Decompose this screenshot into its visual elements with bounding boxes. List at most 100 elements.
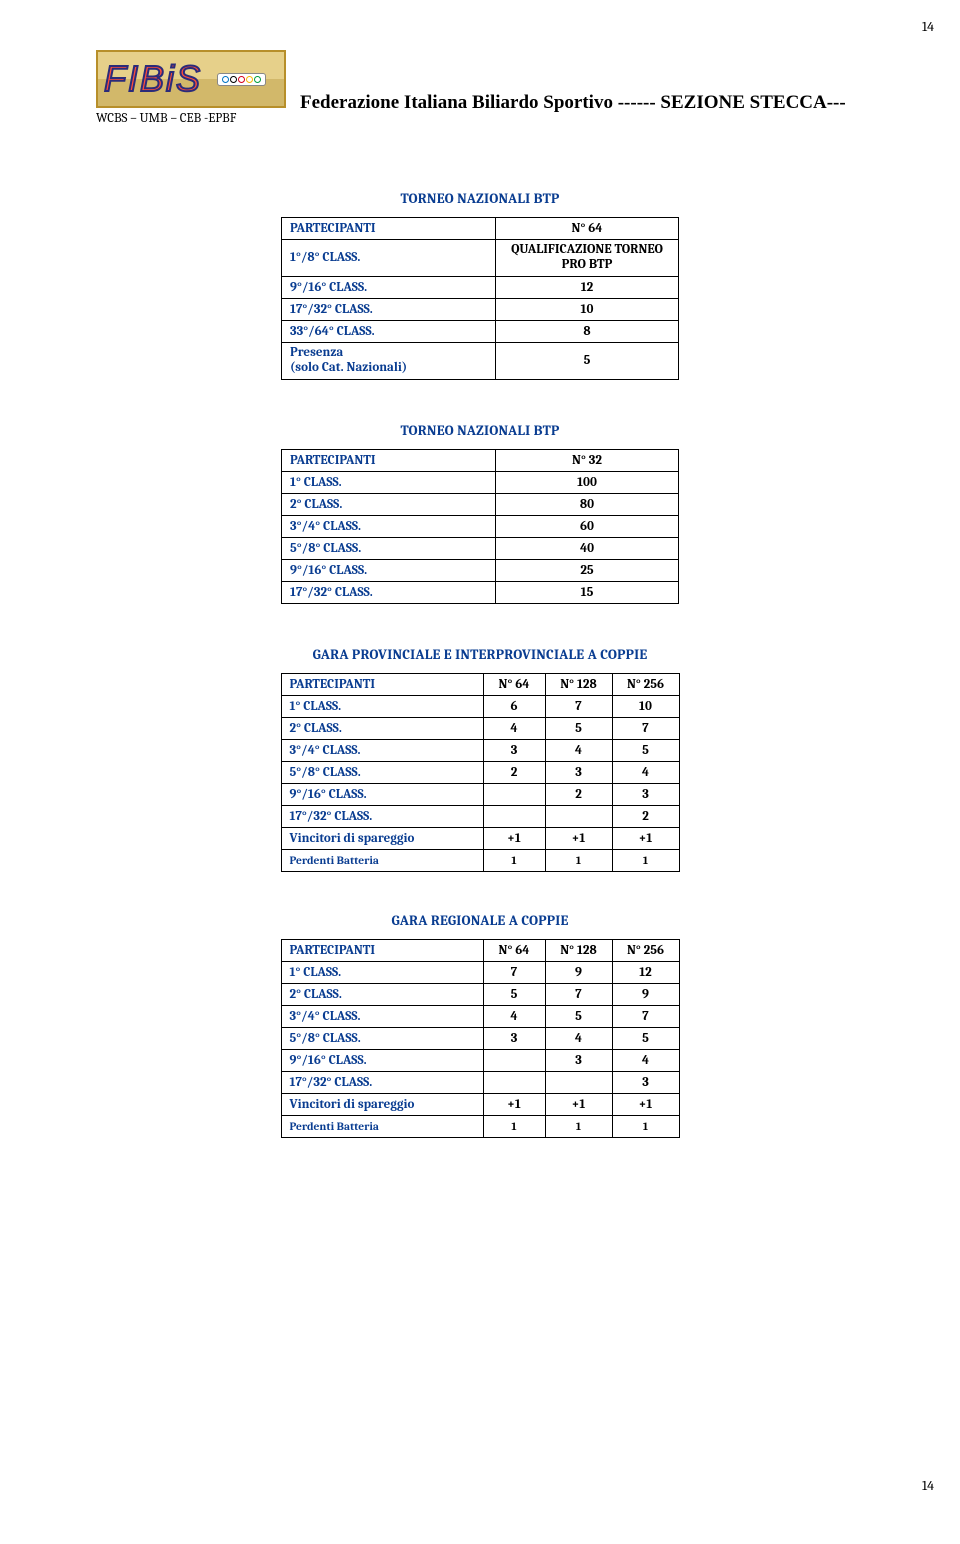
row-value: 7 xyxy=(545,983,612,1005)
row-value: +1 xyxy=(545,1093,612,1115)
row-label: 2° CLASS. xyxy=(281,983,483,1005)
row-value: 3 xyxy=(545,761,612,783)
row-value: 4 xyxy=(545,1027,612,1049)
table-row: 1° CLASS.7912 xyxy=(281,961,679,983)
row-value: 2 xyxy=(612,805,679,827)
table-row: 17°/32° CLASS.15 xyxy=(282,581,679,603)
row-value: 5 xyxy=(545,717,612,739)
row-value xyxy=(545,805,612,827)
row-value: 1 xyxy=(612,1115,679,1137)
row-label: 1°/8° CLASS. xyxy=(282,240,496,277)
table-row: PARTECIPANTIN° 64 xyxy=(282,218,679,240)
row-label: 3°/4° CLASS. xyxy=(281,739,483,761)
row-label: 5°/8° CLASS. xyxy=(282,537,496,559)
row-value: +1 xyxy=(483,827,545,849)
content: TORNEO NAZIONALI BTP PARTECIPANTIN° 641°… xyxy=(96,190,864,1138)
row-label: 9°/16° CLASS. xyxy=(281,1049,483,1071)
row-value xyxy=(483,1049,545,1071)
row-value: 4 xyxy=(612,1049,679,1071)
table-row: 2° CLASS.579 xyxy=(281,983,679,1005)
table-row: 17°/32° CLASS.2 xyxy=(281,805,679,827)
row-value: 3 xyxy=(612,783,679,805)
table-row: 1° CLASS.6710 xyxy=(281,695,679,717)
row-value: 8 xyxy=(496,320,679,342)
row-value: 1 xyxy=(483,849,545,871)
row-label: Perdenti Batteria xyxy=(281,849,483,871)
row-label: 2° CLASS. xyxy=(282,493,496,515)
row-value: 40 xyxy=(496,537,679,559)
row-value: 3 xyxy=(545,1049,612,1071)
row-value: 5 xyxy=(612,739,679,761)
row-value xyxy=(483,805,545,827)
table4: PARTECIPANTIN° 64N° 128N° 2561° CLASS.79… xyxy=(281,939,680,1138)
row-value: N° 32 xyxy=(496,449,679,471)
table4-title: GARA REGIONALE A COPPIE xyxy=(96,912,864,929)
row-value: 5 xyxy=(545,1005,612,1027)
row-value: 5 xyxy=(612,1027,679,1049)
ring-icon xyxy=(222,76,229,83)
table-row: Presenza(solo Cat. Nazionali)5 xyxy=(282,342,679,379)
row-value: +1 xyxy=(612,1093,679,1115)
row-value: 5 xyxy=(483,983,545,1005)
row-label: 3°/4° CLASS. xyxy=(282,515,496,537)
fibis-logo: FIBiS xyxy=(96,50,286,108)
row-value: 3 xyxy=(483,739,545,761)
header-cell: PARTECIPANTI xyxy=(281,939,483,961)
table-row: 9°/16° CLASS.23 xyxy=(281,783,679,805)
table-row: 1°/8° CLASS.QUALIFICAZIONE TORNEO PRO BT… xyxy=(282,240,679,277)
table1-title: TORNEO NAZIONALI BTP xyxy=(96,190,864,207)
header-cell: N° 64 xyxy=(483,939,545,961)
table-row: 2° CLASS.457 xyxy=(281,717,679,739)
row-value: 60 xyxy=(496,515,679,537)
row-value: 25 xyxy=(496,559,679,581)
row-value: 80 xyxy=(496,493,679,515)
row-label: 1° CLASS. xyxy=(282,471,496,493)
row-value: 10 xyxy=(612,695,679,717)
logo-block: FIBiS WCBS – UMB – CEB -EPBF xyxy=(96,50,286,126)
row-value: 100 xyxy=(496,471,679,493)
row-value: 3 xyxy=(483,1027,545,1049)
olympic-rings-icon xyxy=(217,73,266,86)
row-label: 5°/8° CLASS. xyxy=(281,761,483,783)
row-value: 12 xyxy=(612,961,679,983)
row-value: 12 xyxy=(496,276,679,298)
table-row: 2° CLASS.80 xyxy=(282,493,679,515)
row-label: 3°/4° CLASS. xyxy=(281,1005,483,1027)
row-label: 2° CLASS. xyxy=(281,717,483,739)
row-label: PARTECIPANTI xyxy=(282,218,496,240)
header-cell: N° 256 xyxy=(612,673,679,695)
row-label: 17°/32° CLASS. xyxy=(282,298,496,320)
row-value: 3 xyxy=(612,1071,679,1093)
row-value: 2 xyxy=(545,783,612,805)
row-value: N° 64 xyxy=(496,218,679,240)
table-row: 33°/64° CLASS.8 xyxy=(282,320,679,342)
row-label: PARTECIPANTI xyxy=(282,449,496,471)
table2-title: TORNEO NAZIONALI BTP xyxy=(96,422,864,439)
ring-icon xyxy=(254,76,261,83)
logo-text: FIBiS xyxy=(104,58,202,100)
row-label: 5°/8° CLASS. xyxy=(281,1027,483,1049)
row-value: 1 xyxy=(612,849,679,871)
row-value: 10 xyxy=(496,298,679,320)
row-value: 2 xyxy=(483,761,545,783)
row-value xyxy=(483,783,545,805)
row-value xyxy=(483,1071,545,1093)
table1: PARTECIPANTIN° 641°/8° CLASS.QUALIFICAZI… xyxy=(281,217,679,380)
table-row: 5°/8° CLASS.345 xyxy=(281,1027,679,1049)
header-cell: N° 128 xyxy=(545,939,612,961)
table-row: 17°/32° CLASS. 3 xyxy=(281,1071,679,1093)
row-value: 7 xyxy=(483,961,545,983)
row-value: 1 xyxy=(545,849,612,871)
row-value: 1 xyxy=(483,1115,545,1137)
row-value: 7 xyxy=(545,695,612,717)
table-row: 5°/8° CLASS.40 xyxy=(282,537,679,559)
row-label: 1° CLASS. xyxy=(281,961,483,983)
row-value: +1 xyxy=(612,827,679,849)
row-value: +1 xyxy=(545,827,612,849)
table-row: Vincitori di spareggio+1+1+1 xyxy=(281,1093,679,1115)
row-label: 17°/32° CLASS. xyxy=(281,1071,483,1093)
table-row: 17°/32° CLASS.10 xyxy=(282,298,679,320)
table-row: 3°/4° CLASS.457 xyxy=(281,1005,679,1027)
row-value xyxy=(545,1071,612,1093)
row-value: 9 xyxy=(612,983,679,1005)
